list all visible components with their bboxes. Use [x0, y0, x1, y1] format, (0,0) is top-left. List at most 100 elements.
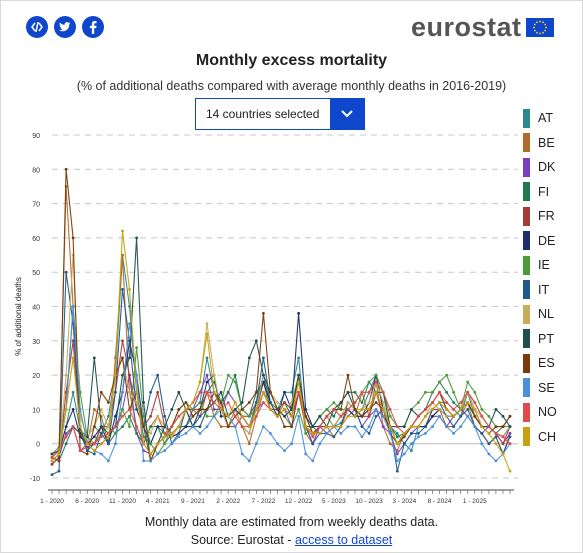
legend-item-no[interactable]: NO	[523, 400, 557, 425]
data-point-es	[240, 408, 244, 411]
legend-item-at[interactable]: AT	[523, 106, 557, 131]
data-point-nl	[247, 432, 251, 435]
y-tick-label: 30	[32, 339, 40, 346]
data-point-ch	[466, 401, 470, 404]
data-point-se	[78, 408, 82, 411]
data-point-se	[445, 425, 448, 428]
legend-item-ie[interactable]: IE	[523, 253, 557, 278]
data-point-se	[311, 459, 315, 463]
data-point-ch	[473, 408, 477, 411]
data-point-fi	[121, 425, 124, 428]
legend-item-se[interactable]: SE	[523, 376, 557, 401]
data-point-nl	[212, 373, 216, 377]
legend-item-es[interactable]: ES	[523, 351, 557, 376]
data-point-es	[374, 401, 378, 404]
data-point-no	[212, 401, 216, 404]
data-point-fi	[135, 432, 139, 435]
data-point-ie	[121, 408, 124, 411]
data-point-es	[226, 425, 230, 428]
country-selector[interactable]: 14 countries selected	[195, 98, 365, 130]
data-point-no	[360, 390, 364, 394]
data-point-ie	[388, 414, 392, 418]
data-point-no	[353, 401, 357, 404]
legend-item-pt[interactable]: PT	[523, 327, 557, 352]
series-line-de	[51, 312, 511, 458]
legend-label: DK	[538, 160, 556, 175]
data-point-se	[254, 442, 258, 446]
legend-label: SE	[538, 380, 555, 395]
data-point-nl	[438, 408, 441, 411]
data-point-nl	[99, 408, 103, 411]
legend-label: FR	[538, 209, 555, 224]
chevron-down-icon[interactable]	[330, 99, 364, 129]
legend-item-dk[interactable]: DK	[523, 155, 557, 180]
y-tick-label: 20	[32, 373, 40, 380]
data-point-ch	[353, 414, 357, 418]
x-tick-label: 4 - 2021	[146, 498, 170, 505]
data-point-ie	[438, 380, 441, 384]
legend-swatch	[523, 304, 530, 324]
data-point-se	[99, 452, 103, 456]
data-point-se	[438, 414, 441, 418]
series-line-ie	[51, 305, 510, 455]
data-point-ch	[332, 425, 336, 428]
data-point-es	[304, 414, 308, 418]
data-point-ie	[163, 442, 167, 446]
legend-swatch	[523, 280, 530, 300]
data-point-se	[360, 435, 364, 439]
eurostat-logo: eurostat	[411, 12, 554, 43]
data-point-dk	[381, 425, 385, 428]
data-point-se	[269, 432, 272, 435]
twitter-icon[interactable]	[54, 16, 76, 38]
data-point-ch	[381, 408, 385, 411]
data-point-se	[191, 425, 195, 428]
data-point-se	[121, 390, 124, 394]
data-point-fi	[149, 425, 153, 428]
data-point-nl	[367, 401, 371, 404]
legend-item-ch[interactable]: CH	[523, 425, 557, 450]
embed-code-icon[interactable]	[26, 16, 48, 38]
data-point-pt	[135, 236, 139, 240]
data-point-no	[381, 390, 385, 394]
legend-item-be[interactable]: BE	[523, 131, 557, 156]
data-point-de	[262, 380, 265, 384]
y-tick-label: 60	[32, 236, 40, 243]
data-point-it	[494, 435, 498, 439]
data-point-ie	[191, 408, 195, 411]
legend-item-nl[interactable]: NL	[523, 302, 557, 327]
data-point-it	[99, 432, 103, 435]
data-point-ch	[254, 408, 258, 411]
data-point-it	[402, 442, 406, 446]
data-point-nl	[156, 414, 160, 418]
data-point-ie	[480, 408, 484, 411]
legend-label: AT	[538, 111, 554, 126]
facebook-icon[interactable]	[82, 16, 104, 38]
y-tick-label: 40	[32, 305, 40, 312]
legend-item-fr[interactable]: FR	[523, 204, 557, 229]
data-point-ch	[360, 408, 364, 411]
data-point-it	[332, 435, 336, 439]
data-point-ie	[325, 408, 329, 411]
data-point-dk	[205, 373, 209, 377]
data-point-fr	[283, 401, 286, 404]
legend-item-it[interactable]: IT	[523, 278, 557, 303]
legend-swatch	[523, 157, 530, 177]
data-point-no	[367, 390, 371, 394]
data-point-se	[163, 449, 167, 452]
data-point-ch	[480, 425, 484, 428]
data-point-dk	[212, 408, 216, 411]
data-point-ch	[283, 408, 286, 411]
data-point-se	[402, 452, 406, 456]
data-point-ch	[325, 425, 329, 428]
data-point-it	[374, 414, 378, 418]
dataset-link[interactable]: access to dataset	[294, 533, 393, 547]
data-point-es	[501, 425, 505, 428]
data-point-ch	[269, 408, 272, 411]
legend-item-de[interactable]: DE	[523, 229, 557, 254]
data-point-pt	[402, 425, 406, 428]
data-point-no	[297, 390, 300, 394]
data-point-it	[466, 408, 470, 411]
legend-item-fi[interactable]: FI	[523, 180, 557, 205]
data-point-es	[353, 408, 357, 411]
data-point-ch	[262, 390, 265, 394]
